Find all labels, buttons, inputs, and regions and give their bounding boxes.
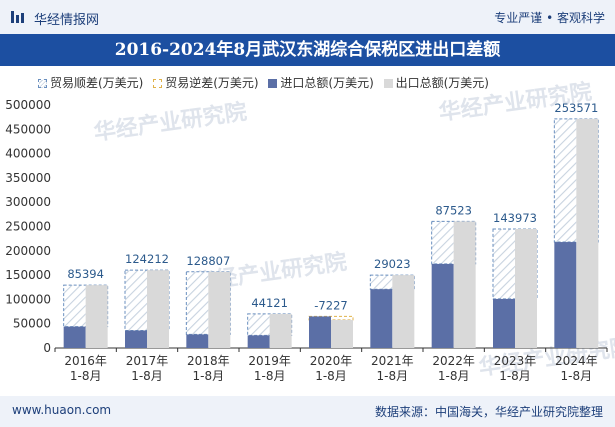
import-bar <box>493 298 515 348</box>
import-bar <box>186 334 209 348</box>
import-bar <box>125 330 147 348</box>
logo-icon <box>11 11 24 23</box>
y-tick-label: 350000 <box>5 171 51 185</box>
x-tick-label-line: 2017年 <box>126 354 169 368</box>
legend-export: 出口总额(万美元) <box>383 74 489 91</box>
x-tick-label-line: 1-8月 <box>315 369 347 383</box>
balance-data-label: 143973 <box>493 211 537 225</box>
legend-export-label: 出口总额(万美元) <box>395 76 489 90</box>
legend-import: 进口总额(万美元) <box>268 74 374 91</box>
x-tick-label: 2024年 1-8月 <box>555 354 598 383</box>
balance-data-label: 44121 <box>251 296 288 310</box>
x-tick-label-line: 1-8月 <box>70 369 102 383</box>
balance-data-label: 29023 <box>374 257 411 271</box>
legend-surplus-label: 贸易顺差(万美元) <box>50 76 144 90</box>
balance-data-label: 87523 <box>435 203 472 217</box>
surplus-hatch <box>431 221 454 264</box>
export-bar <box>331 319 353 348</box>
import-bar <box>554 242 577 348</box>
x-tick-label-line: 2019年 <box>248 354 291 368</box>
surplus-hatch <box>247 313 270 336</box>
x-tick-label: 2020年 1-8月 <box>310 354 353 383</box>
chart-legend: 贸易顺差(万美元) 贸易逆差(万美元) 进口总额(万美元) 出口总额(万美元) <box>38 74 495 91</box>
y-tick-label: 100000 <box>5 292 51 306</box>
balance-data-label: 128807 <box>186 254 230 268</box>
title-bar <box>0 34 615 66</box>
y-tick-label: 0 <box>43 341 51 355</box>
legend-surplus: 贸易顺差(万美元) <box>38 74 143 91</box>
y-tick-label: 400000 <box>5 147 51 161</box>
x-tick-label-line: 2020年 <box>310 354 353 368</box>
x-tick-label-line: 1-8月 <box>438 369 470 383</box>
export-bar <box>269 313 292 348</box>
legend-import-label: 进口总额(万美元) <box>280 76 374 90</box>
x-tick-label-line: 1-8月 <box>254 369 286 383</box>
balance-data-label: 124212 <box>125 252 169 266</box>
website-url: www.huaon.com <box>12 403 112 417</box>
legend-deficit-label: 贸易逆差(万美元) <box>165 76 259 90</box>
legend-deficit-swatch <box>153 79 163 88</box>
surplus-hatch <box>125 270 147 331</box>
x-tick-label: 2016年 1-8月 <box>64 354 107 383</box>
bottom-bar <box>0 396 615 427</box>
x-tick-label-line: 2021年 <box>371 354 414 368</box>
x-tick-label-line: 1-8月 <box>377 369 409 383</box>
top-bar <box>0 0 615 34</box>
surplus-hatch <box>493 228 515 299</box>
x-tick-label: 2021年 1-8月 <box>371 354 414 383</box>
import-bar <box>63 326 86 348</box>
surplus-hatch <box>63 285 86 327</box>
x-tick-label-line: 2018年 <box>187 354 230 368</box>
y-tick-label: 200000 <box>5 244 51 258</box>
export-bar <box>392 275 415 348</box>
legend-surplus-swatch <box>38 79 47 88</box>
x-tick-label-line: 1-8月 <box>131 369 163 383</box>
import-bar <box>431 263 454 348</box>
balance-data-label: 85394 <box>67 267 104 281</box>
x-tick-label-line: 1-8月 <box>499 369 531 383</box>
chart-title: 2016-2024年8月武汉东湖综合保税区进出口差额 <box>114 40 501 60</box>
surplus-hatch <box>554 118 577 243</box>
export-bar <box>147 270 169 348</box>
y-tick-label: 150000 <box>5 268 51 282</box>
x-tick-label: 2022年 1-8月 <box>432 354 475 383</box>
export-bar <box>515 228 537 348</box>
legend-import-swatch <box>268 79 278 88</box>
y-tick-label: 250000 <box>5 220 51 234</box>
surplus-hatch <box>186 271 209 335</box>
x-tick-label-line: 1-8月 <box>561 369 593 383</box>
balance-data-label: 253571 <box>554 101 598 115</box>
legend-export-swatch <box>383 79 393 88</box>
data-source: 数据来源：中国海关，华经产业研究院整理 <box>374 405 603 419</box>
x-tick-label: 2017年 1-8月 <box>126 354 169 383</box>
surplus-hatch <box>370 275 393 290</box>
y-tick-label: 450000 <box>5 122 51 136</box>
export-bar <box>576 118 599 348</box>
y-tick-label: 500000 <box>5 98 51 112</box>
brand-name: 华经情报网 <box>34 13 100 28</box>
y-tick-label: 50000 <box>13 317 51 331</box>
export-bar <box>85 285 108 348</box>
legend-deficit: 贸易逆差(万美元) <box>153 74 259 91</box>
x-tick-label-line: 2023年 <box>494 354 537 368</box>
import-bar <box>247 335 270 348</box>
slogan: 专业严谨 • 客观科学 <box>494 11 605 25</box>
import-bar <box>370 289 393 348</box>
export-bar <box>453 221 476 348</box>
x-tick-label-line: 1-8月 <box>193 369 225 383</box>
y-tick-label: 300000 <box>5 195 51 209</box>
x-tick-label-line: 2024年 <box>555 354 598 368</box>
balance-data-label: -7227 <box>314 298 347 312</box>
x-tick-label-line: 2022年 <box>432 354 475 368</box>
import-bar <box>309 316 331 348</box>
watermark-text: 华经产业研究院 <box>92 99 248 146</box>
x-tick-label: 2019年 1-8月 <box>248 354 291 383</box>
export-bar <box>208 271 231 348</box>
x-tick-label: 2018年 1-8月 <box>187 354 230 383</box>
x-tick-label: 2023年 1-8月 <box>494 354 537 383</box>
x-tick-label-line: 2016年 <box>64 354 107 368</box>
